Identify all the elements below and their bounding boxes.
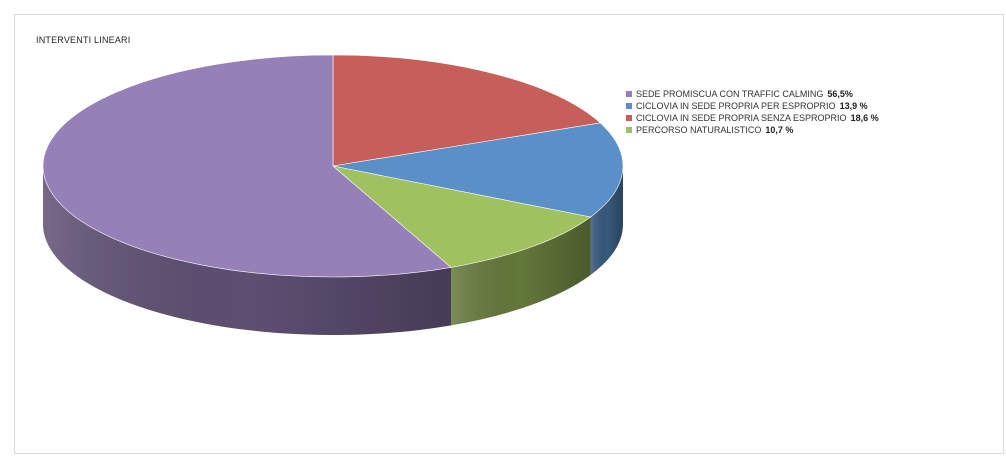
pie-slice-side-shade bbox=[451, 216, 591, 326]
pie-slice bbox=[332, 54, 601, 167]
legend-value: 13,9 % bbox=[839, 100, 868, 111]
legend-label: SEDE PROMISCUA CON TRAFFIC CALMING bbox=[636, 88, 824, 99]
legend-label: CICLOVIA IN SEDE PROPRIA SENZA ESPROPRIO bbox=[636, 112, 847, 123]
legend-item: PERCORSO NATURALISTICO 10,7 % bbox=[626, 124, 879, 135]
legend-swatch bbox=[626, 102, 632, 109]
pie-slice-side-shade bbox=[43, 166, 452, 336]
legend-label: PERCORSO NATURALISTICO bbox=[636, 124, 762, 135]
chart-title: INTERVENTI LINEARI bbox=[36, 35, 131, 45]
pie-slice bbox=[42, 54, 452, 278]
legend-item: SEDE PROMISCUA CON TRAFFIC CALMING 56,5% bbox=[626, 88, 879, 99]
pie-slice-side-shade bbox=[590, 166, 623, 275]
legend-item: CICLOVIA IN SEDE PROPRIA PER ESPROPRIO 1… bbox=[626, 100, 879, 111]
legend-value: 56,5% bbox=[827, 88, 853, 99]
legend-swatch bbox=[626, 90, 632, 97]
legend-label: CICLOVIA IN SEDE PROPRIA PER ESPROPRIO bbox=[636, 100, 836, 111]
legend-item: CICLOVIA IN SEDE PROPRIA SENZA ESPROPRIO… bbox=[626, 112, 879, 123]
legend-swatch bbox=[626, 126, 632, 133]
chart-legend: SEDE PROMISCUA CON TRAFFIC CALMING 56,5%… bbox=[626, 88, 879, 136]
legend-value: 18,6 % bbox=[850, 112, 879, 123]
pie-slice bbox=[331, 165, 592, 268]
legend-swatch bbox=[626, 114, 632, 121]
pie-slice bbox=[332, 122, 624, 218]
legend-value: 10,7 % bbox=[765, 124, 794, 135]
